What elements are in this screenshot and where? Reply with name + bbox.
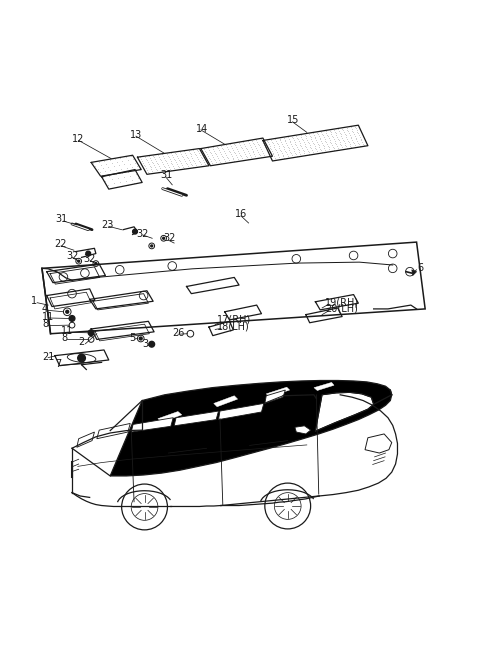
- Polygon shape: [315, 392, 373, 431]
- Text: 14: 14: [196, 123, 208, 134]
- Text: 21: 21: [42, 352, 54, 361]
- Circle shape: [139, 337, 142, 340]
- Polygon shape: [266, 387, 289, 397]
- Circle shape: [88, 330, 94, 336]
- Text: 5: 5: [129, 333, 135, 342]
- Polygon shape: [365, 434, 392, 453]
- Text: 7: 7: [55, 359, 61, 369]
- Text: 26: 26: [172, 328, 185, 338]
- Circle shape: [86, 251, 91, 256]
- Text: 3: 3: [142, 339, 148, 349]
- Polygon shape: [218, 403, 264, 420]
- Polygon shape: [131, 418, 173, 432]
- Circle shape: [163, 237, 165, 239]
- Text: 31: 31: [55, 215, 67, 224]
- Circle shape: [78, 260, 80, 262]
- Text: 31: 31: [160, 171, 172, 180]
- Text: 15: 15: [287, 115, 299, 125]
- Polygon shape: [77, 432, 95, 447]
- Polygon shape: [295, 426, 311, 434]
- Text: 32: 32: [66, 251, 78, 261]
- Polygon shape: [158, 411, 182, 422]
- Circle shape: [69, 316, 75, 321]
- Text: 8: 8: [61, 333, 67, 343]
- Text: 11: 11: [42, 312, 54, 321]
- Circle shape: [149, 341, 155, 347]
- Text: 13: 13: [130, 130, 143, 140]
- Circle shape: [78, 354, 85, 362]
- Text: 1: 1: [31, 297, 37, 306]
- Text: 6: 6: [418, 263, 424, 273]
- Text: 20(LH): 20(LH): [325, 304, 358, 314]
- Text: 32: 32: [136, 228, 148, 239]
- Polygon shape: [110, 380, 392, 476]
- Text: 18(LH): 18(LH): [217, 321, 250, 331]
- Polygon shape: [214, 396, 238, 407]
- Circle shape: [151, 245, 153, 247]
- Polygon shape: [412, 270, 417, 276]
- Text: 4: 4: [42, 304, 48, 314]
- Polygon shape: [97, 423, 130, 439]
- Polygon shape: [174, 411, 218, 426]
- Circle shape: [132, 229, 137, 234]
- Text: 11: 11: [61, 326, 73, 336]
- Text: 2: 2: [79, 337, 85, 347]
- Text: 16: 16: [235, 209, 248, 219]
- Text: 17(RH): 17(RH): [217, 315, 252, 325]
- Text: 19(RH): 19(RH): [325, 297, 359, 307]
- Text: 12: 12: [72, 134, 84, 144]
- Circle shape: [66, 310, 69, 313]
- Polygon shape: [265, 390, 285, 403]
- Text: 22: 22: [54, 239, 66, 249]
- Text: 32: 32: [164, 234, 176, 243]
- Text: 32: 32: [84, 254, 96, 264]
- Text: 23: 23: [102, 220, 114, 230]
- Polygon shape: [314, 382, 334, 390]
- Circle shape: [95, 262, 97, 264]
- Text: 8: 8: [42, 319, 48, 329]
